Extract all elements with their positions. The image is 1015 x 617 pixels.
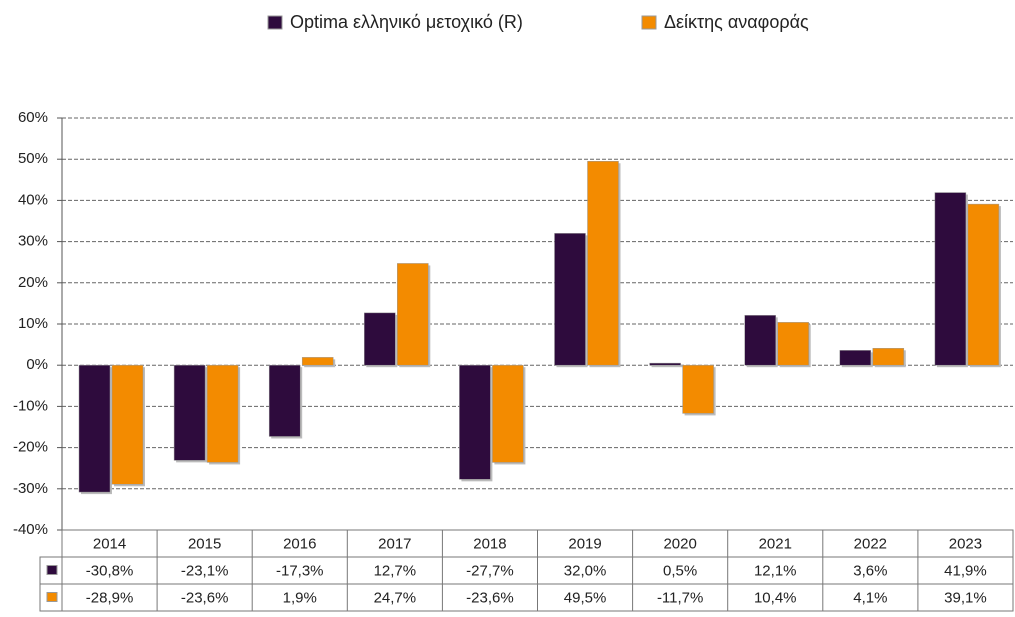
- table-value: 4,1%: [853, 589, 887, 606]
- y-tick-label: 50%: [18, 150, 48, 167]
- bar: [649, 362, 681, 366]
- legend-swatch: [267, 15, 283, 30]
- table-value: 49,5%: [564, 589, 607, 606]
- table-value: -17,3%: [276, 562, 324, 579]
- x-tick-label: 2018: [473, 535, 506, 552]
- table-value: -23,1%: [181, 562, 229, 579]
- bar: [682, 364, 714, 414]
- y-tick-label: -20%: [13, 439, 48, 456]
- table-key: [46, 565, 58, 575]
- legend-label: Optima ελληνικό μετοχικό (R): [290, 12, 523, 32]
- table-value: 12,7%: [374, 562, 417, 579]
- x-tick-label: 2020: [663, 535, 696, 552]
- legend-swatch: [641, 15, 657, 30]
- bar: [301, 357, 334, 366]
- table-value: 32,0%: [564, 562, 607, 579]
- bar: [492, 364, 524, 463]
- bar: [839, 350, 872, 366]
- bar: [934, 192, 967, 366]
- y-tick-label: 40%: [18, 191, 48, 208]
- table-value: 12,1%: [754, 562, 797, 579]
- bar: [872, 348, 905, 366]
- bar: [554, 233, 586, 366]
- bar: [459, 364, 491, 480]
- x-tick-label: 2019: [568, 535, 601, 552]
- bar: [777, 322, 809, 366]
- x-tick-label: 2015: [188, 535, 221, 552]
- y-tick-label: 10%: [18, 315, 48, 332]
- bar: [364, 312, 396, 366]
- table-value: 1,9%: [283, 589, 317, 606]
- x-tick-label: 2017: [378, 535, 411, 552]
- bar: [111, 364, 144, 485]
- table-value: -28,9%: [86, 589, 134, 606]
- bar: [268, 364, 301, 437]
- x-tick-label: 2023: [949, 535, 982, 552]
- x-tick-label: 2022: [854, 535, 887, 552]
- table-value: -23,6%: [181, 589, 229, 606]
- table-value: -11,7%: [657, 589, 703, 606]
- table-value: -30,8%: [86, 562, 134, 579]
- x-tick-label: 2021: [759, 535, 792, 552]
- y-tick-label: -30%: [13, 480, 48, 497]
- table-value: 10,4%: [754, 589, 797, 606]
- bar: [967, 203, 1000, 366]
- y-tick-label: 0%: [26, 356, 48, 373]
- table-value: 41,9%: [944, 562, 987, 579]
- y-tick-label: -10%: [13, 397, 48, 414]
- table-value: 24,7%: [374, 589, 417, 606]
- table-value: -27,7%: [466, 562, 514, 579]
- table-value: -23,6%: [466, 589, 514, 606]
- bar: [173, 364, 206, 461]
- table-key: [46, 592, 58, 602]
- table-value: 0,5%: [663, 562, 697, 579]
- y-tick-label: 60%: [18, 109, 48, 126]
- bar: [206, 364, 239, 463]
- legend-label: Δείκτης αναφοράς: [664, 12, 809, 32]
- bar-shadow: [651, 365, 683, 368]
- x-tick-label: 2014: [93, 535, 126, 552]
- y-tick-label: 20%: [18, 274, 48, 291]
- y-tick-label: -40%: [13, 521, 48, 538]
- bar: [78, 364, 111, 493]
- bar: [587, 161, 619, 366]
- x-tick-label: 2016: [283, 535, 316, 552]
- bar: [744, 315, 776, 366]
- y-tick-label: 30%: [18, 233, 48, 250]
- table-value: 3,6%: [853, 562, 887, 579]
- bar: [397, 263, 429, 366]
- table-value: 39,1%: [944, 589, 987, 606]
